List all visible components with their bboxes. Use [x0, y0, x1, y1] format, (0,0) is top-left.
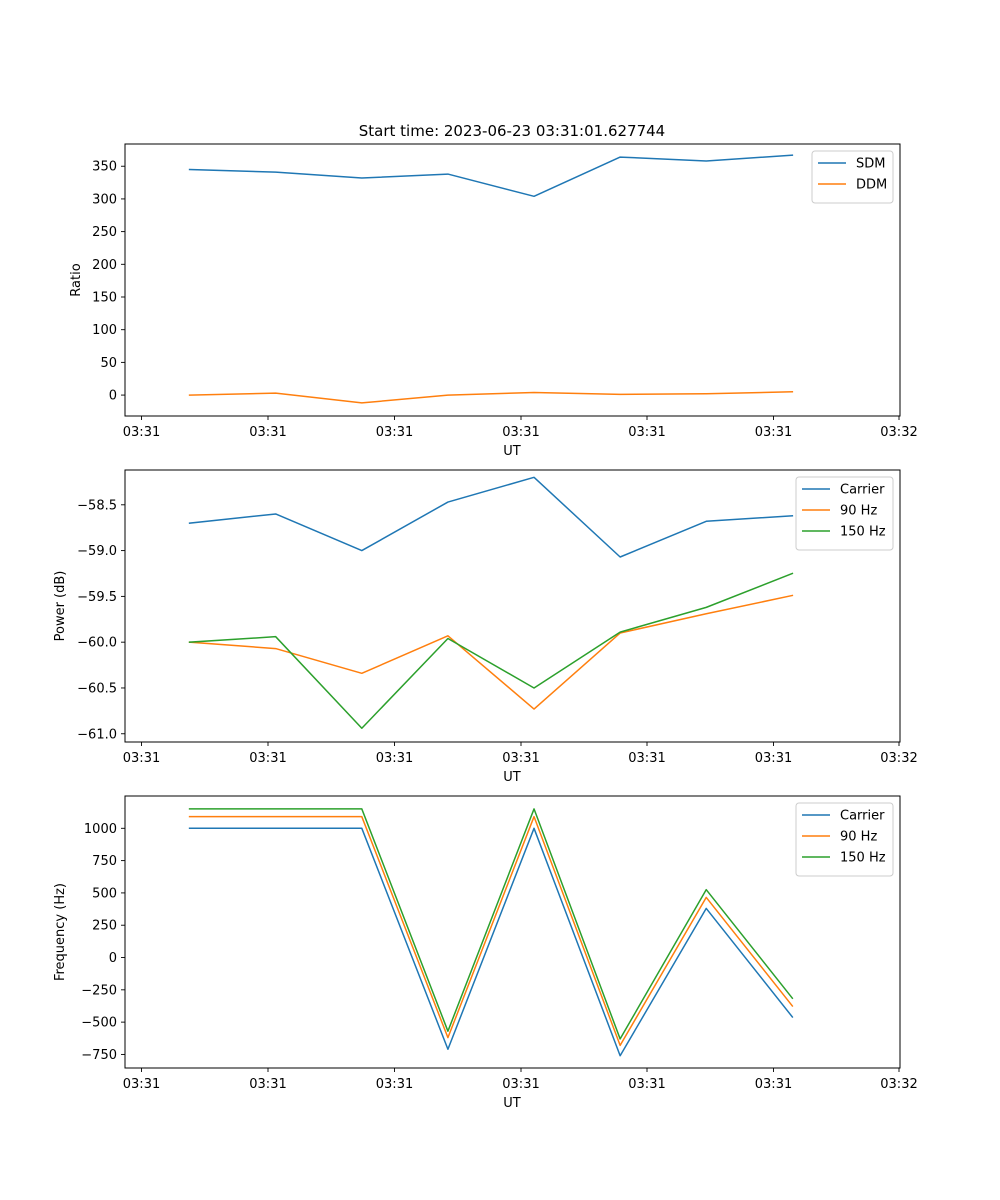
x-tick-label: 03:31 — [502, 425, 539, 440]
figure-title: Start time: 2023-06-23 03:31:01.627744 — [359, 122, 665, 140]
y-tick-label: 500 — [92, 886, 117, 901]
x-tick-label: 03:31 — [628, 425, 665, 440]
legend-label: 150 Hz — [840, 525, 886, 540]
legend: Carrier 90 Hz 150 Hz — [795, 802, 894, 877]
y-tick-label: −59.5 — [77, 590, 117, 605]
y-axis-label: Ratio — [69, 263, 84, 296]
axes-frame — [124, 143, 901, 417]
y-tick-label: −250 — [81, 983, 117, 998]
y-tick-label: −500 — [81, 1016, 117, 1031]
y-tick-label: 0 — [109, 951, 117, 966]
y-tick-label: 250 — [92, 225, 117, 240]
y-tick-label: −58.5 — [77, 498, 117, 513]
x-tick-label: 03:31 — [123, 425, 160, 440]
x-tick-label: 03:31 — [249, 1077, 286, 1092]
x-tick-label: 03:31 — [502, 1077, 539, 1092]
axes-frame — [124, 795, 901, 1069]
x-tick-label: 03:31 — [628, 751, 665, 766]
y-tick-label: −61.0 — [77, 727, 117, 742]
y-tick-label: 250 — [92, 919, 117, 934]
x-tick-label: 03:31 — [376, 425, 413, 440]
x-tick-label: 03:32 — [880, 1077, 917, 1092]
x-tick-label: 03:32 — [880, 751, 917, 766]
subplots: 0 50 100 150 200 250 300 350 03:31 03:31 03:31 03:3… — [53, 143, 918, 1111]
x-tick-label: 03:31 — [755, 751, 792, 766]
y-tick-label: 350 — [92, 160, 117, 175]
legend-label: Carrier — [840, 809, 885, 824]
y-tick-label: 750 — [92, 854, 117, 869]
series-line-sdm — [188, 154, 794, 198]
x-axis-label: UT — [503, 770, 521, 785]
legend-label: DDM — [856, 178, 887, 193]
x-tick-label: 03:32 — [880, 425, 917, 440]
legend-label: Carrier — [840, 483, 885, 498]
y-tick-label: −60.0 — [77, 636, 117, 651]
y-axis-label: Frequency (Hz) — [53, 883, 68, 981]
y-tick-label: 1000 — [84, 822, 117, 837]
series-line-90-hz — [188, 815, 794, 1047]
x-tick-label: 03:31 — [249, 751, 286, 766]
x-tick-label: 03:31 — [249, 425, 286, 440]
legend-label: 150 Hz — [840, 851, 886, 866]
x-axis-label: UT — [503, 1096, 521, 1111]
series-line-ddm — [188, 391, 794, 404]
x-axis-label: UT — [503, 444, 521, 459]
legend: Carrier 90 Hz 150 Hz — [795, 476, 894, 551]
y-tick-label: 200 — [92, 258, 117, 273]
legend-label: 90 Hz — [840, 504, 877, 519]
series-line-carrier — [188, 476, 794, 558]
series-line-150-hz — [188, 808, 794, 1040]
y-tick-label: 50 — [100, 356, 117, 371]
x-tick-label: 03:31 — [755, 1077, 792, 1092]
y-tick-label: −750 — [81, 1048, 117, 1063]
x-tick-label: 03:31 — [123, 751, 160, 766]
x-tick-label: 03:31 — [376, 1077, 413, 1092]
series-line-carrier — [188, 827, 794, 1057]
y-tick-label: 100 — [92, 323, 117, 338]
x-tick-label: 03:31 — [376, 751, 413, 766]
y-tick-label: 300 — [92, 192, 117, 207]
y-tick-label: 150 — [92, 291, 117, 306]
x-tick-label: 03:31 — [502, 751, 539, 766]
x-tick-label: 03:31 — [123, 1077, 160, 1092]
legend-label: 90 Hz — [840, 830, 877, 845]
x-tick-label: 03:31 — [755, 425, 792, 440]
y-tick-label: −60.5 — [77, 681, 117, 696]
legend-box — [811, 150, 894, 204]
series-line-150-hz — [188, 572, 794, 730]
legend-label: SDM — [856, 157, 885, 172]
subplot-3: −750 −500 −250 0 250 500 750 1000 03:31 03:31 03:3… — [53, 795, 918, 1111]
y-tick-label: −59.0 — [77, 544, 117, 559]
x-tick-label: 03:31 — [628, 1077, 665, 1092]
y-tick-label: 0 — [109, 389, 117, 404]
y-axis-label: Power (dB) — [53, 571, 68, 642]
axes-frame — [124, 469, 901, 743]
subplot-1: 0 50 100 150 200 250 300 350 03:31 03:31 03:31 03:3… — [69, 143, 918, 459]
subplot-2: −61.0 −60.5 −60.0 −59.5 −59.0 −58.5 03:31 03:31… — [53, 469, 918, 785]
legend: SDM DDM — [811, 150, 894, 204]
